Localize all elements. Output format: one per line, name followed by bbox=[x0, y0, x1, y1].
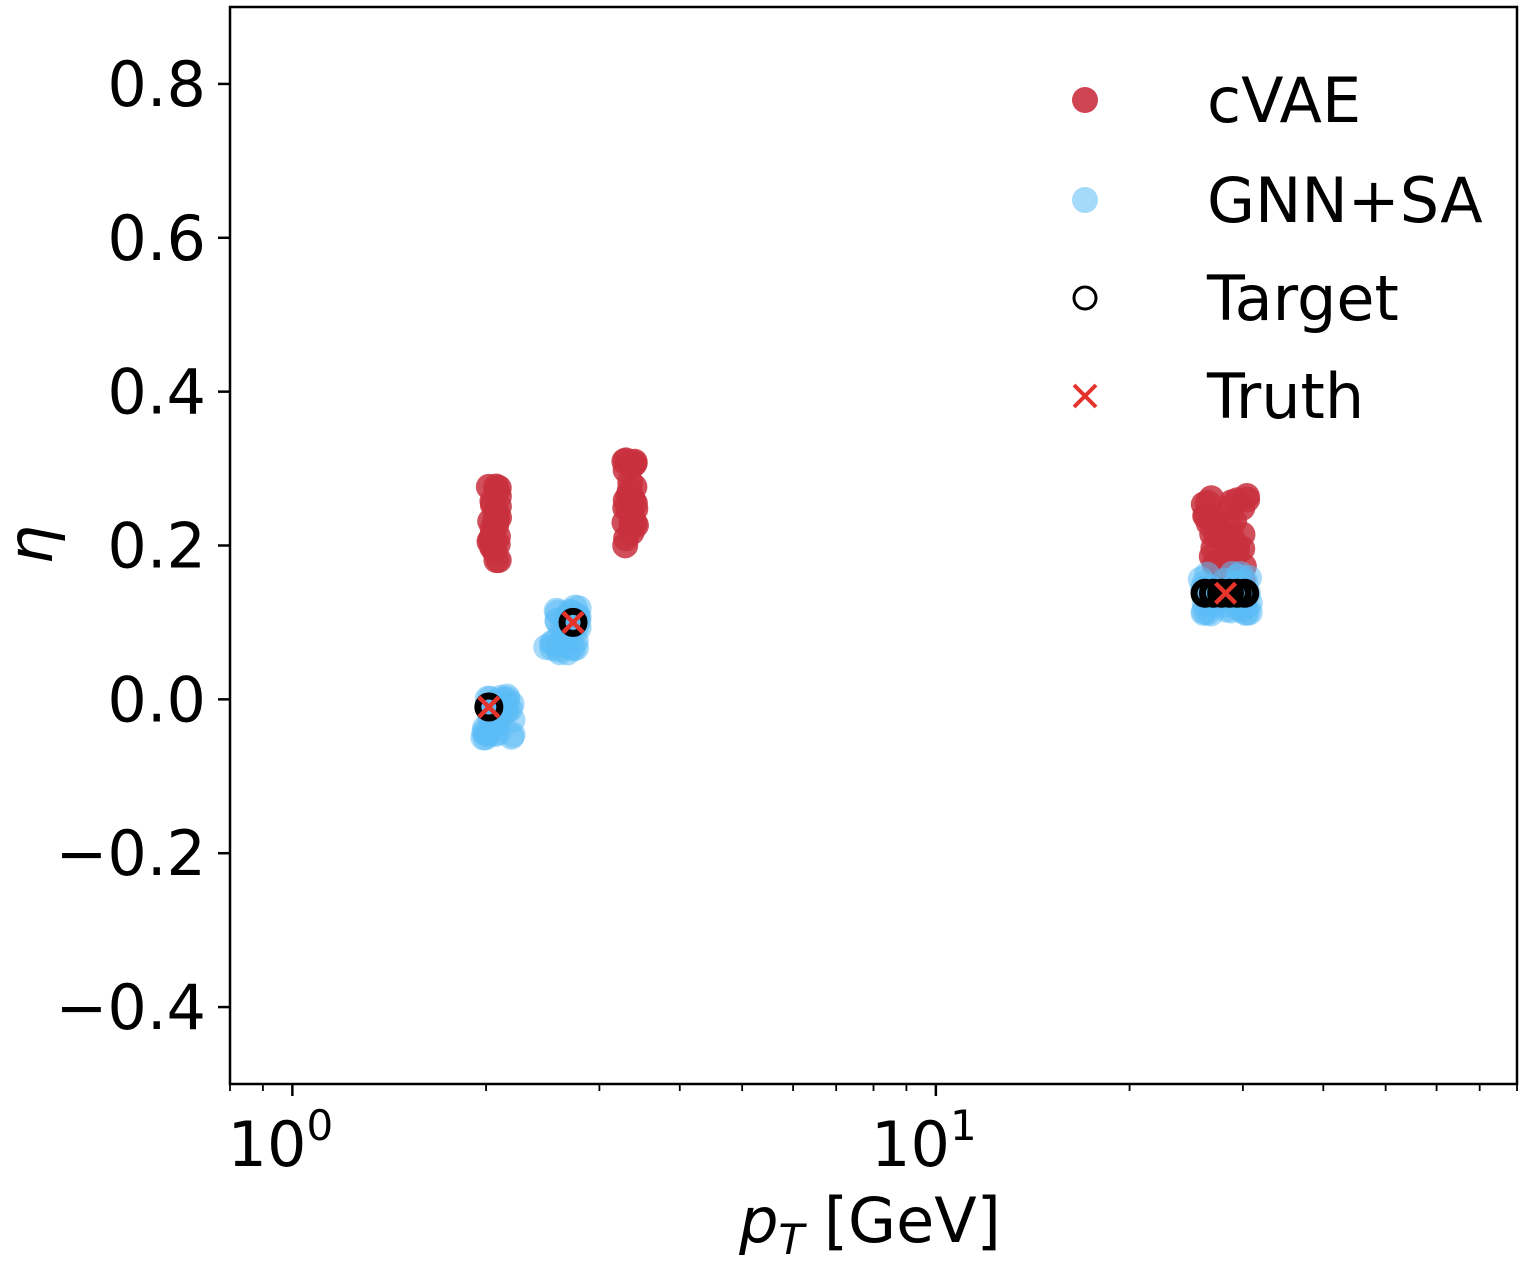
legend-entry-cvae: cVAE bbox=[1072, 64, 1361, 137]
data-point bbox=[1219, 532, 1246, 559]
legend-marker bbox=[1072, 187, 1098, 213]
x-axis-label: pT [GeV] bbox=[738, 1184, 1001, 1264]
legend-label: GNN+SA bbox=[1207, 164, 1483, 237]
legend-entry-truth: Truth bbox=[1072, 360, 1364, 433]
x-tick-label: 100 bbox=[228, 1101, 334, 1181]
y-axis-label: η bbox=[0, 525, 67, 564]
legend-entry-target: Target bbox=[1072, 262, 1399, 335]
target-point bbox=[474, 692, 504, 722]
target-point bbox=[1230, 578, 1260, 608]
x-axis-ticks: 100 101 bbox=[228, 1084, 1518, 1181]
truth-point bbox=[477, 695, 501, 719]
data-point bbox=[621, 510, 648, 537]
y-axis-ticks: 0.8 0.6 0.4 0.2 0.0 −0.2 −0.4 bbox=[55, 48, 230, 1044]
data-point bbox=[1224, 487, 1251, 514]
y-tick-label: 0.4 bbox=[107, 356, 206, 429]
target-point bbox=[558, 607, 588, 637]
truth-point bbox=[1214, 581, 1238, 605]
data-point bbox=[1193, 502, 1220, 529]
legend-marker bbox=[1072, 87, 1098, 113]
legend-marker bbox=[1072, 285, 1098, 311]
data-point bbox=[612, 532, 639, 559]
legend: cVAE GNN+SA Target Truth bbox=[1072, 64, 1483, 433]
data-point bbox=[479, 515, 506, 542]
legend-marker bbox=[1072, 383, 1098, 409]
legend-entry-gnn-sa: GNN+SA bbox=[1072, 164, 1483, 237]
y-tick-label: −0.2 bbox=[55, 817, 206, 890]
y-tick-label: 0.8 bbox=[107, 48, 206, 121]
legend-label: Target bbox=[1206, 262, 1399, 335]
legend-label: cVAE bbox=[1207, 64, 1361, 137]
truth-point bbox=[561, 610, 585, 635]
x-tick-label: 101 bbox=[871, 1101, 977, 1181]
y-tick-label: 0.2 bbox=[107, 510, 206, 583]
y-tick-label: 0.6 bbox=[107, 202, 206, 275]
y-tick-label: 0.0 bbox=[107, 663, 206, 736]
data-point bbox=[483, 473, 510, 500]
plot-marks bbox=[470, 447, 1263, 751]
y-tick-label: −0.4 bbox=[55, 971, 206, 1044]
data-point bbox=[611, 448, 638, 475]
data-point bbox=[612, 487, 639, 514]
legend-label: Truth bbox=[1206, 360, 1364, 433]
series-truth bbox=[477, 581, 1238, 719]
